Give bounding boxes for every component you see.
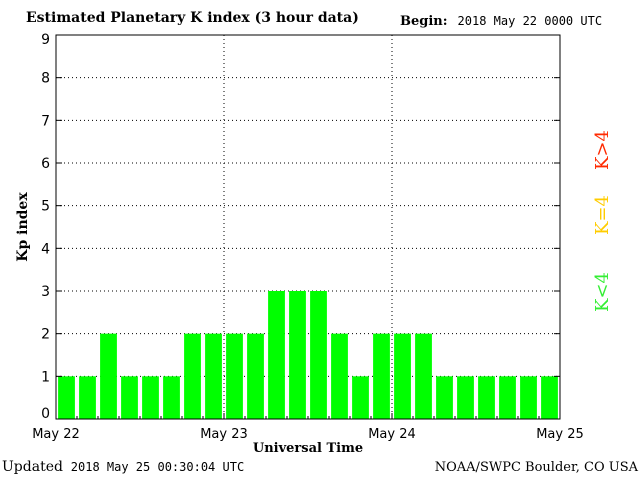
y-tick-label: 9 [41, 32, 50, 48]
x-axis-label: Universal Time [253, 441, 363, 456]
kp-bar [226, 333, 243, 419]
kp-bar [541, 376, 558, 419]
begin-info: Begin: 2018 May 22 0000 UTC [400, 14, 602, 29]
begin-label: Begin: [400, 14, 448, 29]
x-tick-label: May 23 [200, 427, 248, 442]
legend-mid: K=4 [592, 195, 613, 235]
y-tick-label: 8 [41, 71, 50, 87]
kp-bars [58, 291, 558, 419]
kp-bar [58, 376, 75, 419]
y-axis-label: Kp index [15, 192, 31, 262]
grid-lines [56, 35, 560, 419]
y-axis-ticks: 0 1 2 3 4 5 6 7 8 9 [41, 32, 560, 422]
kp-bar [520, 376, 537, 419]
kp-bar [79, 376, 96, 419]
x-tick-label: May 25 [536, 427, 584, 442]
kp-bar [289, 291, 306, 419]
kp-bar [373, 333, 390, 419]
y-tick-label: 3 [41, 284, 50, 300]
legend-low: K<4 [592, 272, 613, 312]
kp-bar [478, 376, 495, 419]
plot-frame [55, 34, 561, 420]
kp-bar [247, 333, 264, 419]
y-tick-label: 7 [41, 113, 50, 129]
y-tick-label: 0 [41, 406, 50, 422]
updated-label: Updated [2, 459, 63, 475]
kp-bar [310, 291, 327, 419]
kp-bar [163, 376, 180, 419]
updated-info: Updated 2018 May 25 00:30:04 UTC [2, 459, 244, 475]
kp-bar [352, 376, 369, 419]
kp-bar [436, 376, 453, 419]
kp-bar [100, 333, 117, 419]
x-axis-ticks: May 22 May 23 May 24 May 25 [32, 413, 584, 442]
legend-high: K>4 [592, 130, 613, 170]
kp-bar [268, 291, 285, 419]
y-tick-label: 1 [41, 369, 50, 385]
kp-bar [394, 333, 411, 419]
source-credit: NOAA/SWPC Boulder, CO USA [434, 460, 638, 475]
chart-title: Estimated Planetary K index (3 hour data… [26, 10, 359, 26]
kp-bar [457, 376, 474, 419]
x-tick-label: May 22 [32, 427, 80, 442]
y-tick-label: 4 [41, 241, 50, 257]
y-tick-label: 2 [41, 327, 50, 343]
kp-bar [415, 333, 432, 419]
x-tick-label: May 24 [368, 427, 416, 442]
kp-bar [121, 376, 138, 419]
kp-bar [205, 333, 222, 419]
updated-value: 2018 May 25 00:30:04 UTC [70, 460, 245, 474]
kp-bar [184, 333, 201, 419]
y-tick-label: 6 [41, 156, 50, 172]
y-tick-label: 5 [41, 199, 50, 215]
kp-bar [142, 376, 159, 419]
begin-value: 2018 May 22 0000 UTC [457, 14, 603, 28]
kp-bar [499, 376, 516, 419]
kp-bar [331, 333, 348, 419]
